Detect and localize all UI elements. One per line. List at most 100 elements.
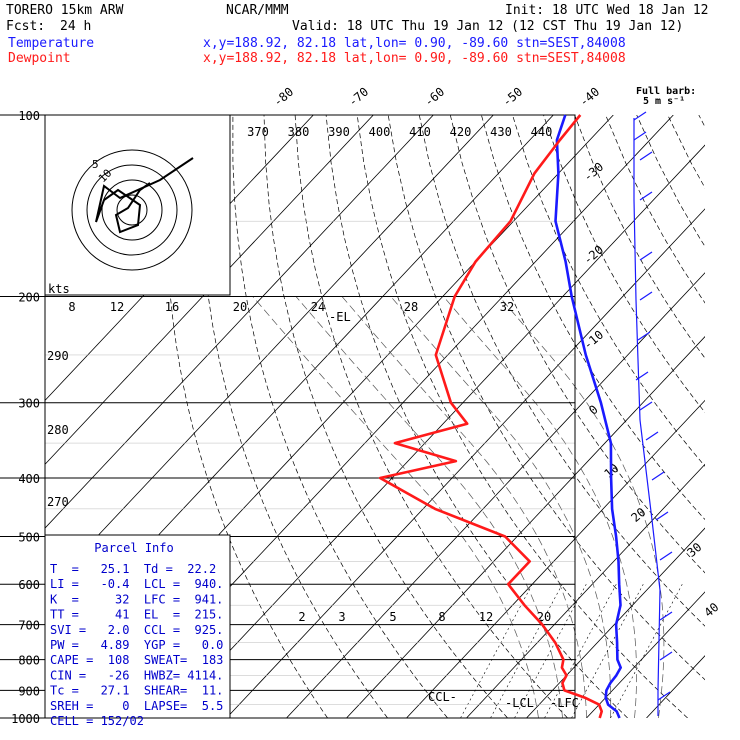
lfc-annotation: -LFC <box>550 696 579 710</box>
isotherm-line <box>166 144 705 718</box>
isotherm-line <box>707 115 740 718</box>
wind-barb <box>639 291 653 301</box>
temperature-tick-label: 0 <box>586 402 601 417</box>
theta-label: 290 <box>47 349 69 363</box>
hodograph-ring <box>101 179 163 241</box>
wind-barb <box>651 471 665 481</box>
hodograph-unit-label: kts <box>48 282 70 296</box>
org-label: NCAR/MMM <box>226 3 289 18</box>
parcel-info-row: CIN = -26 HWBZ= 4114. <box>50 668 223 682</box>
ccl-annotation: CCL- <box>428 690 457 704</box>
fcst-hours: 24 h <box>60 19 91 34</box>
dry-adiabat <box>418 115 705 627</box>
wind-barb <box>633 111 647 121</box>
mixing-ratio-line <box>610 584 683 718</box>
wind-barb <box>655 511 669 521</box>
dewpoint-profile <box>378 114 603 719</box>
hodograph-ring-label: 5 <box>92 158 99 171</box>
theta-label: 280 <box>47 423 69 437</box>
moist-adiabat <box>295 296 563 718</box>
wind-speed-label: 12 <box>110 300 124 314</box>
wind-barb-staff <box>633 118 661 716</box>
temperature-tick-label: -50 <box>500 85 526 110</box>
pressure-tick-label: 700 <box>18 619 40 633</box>
isotherm-line <box>45 115 494 593</box>
theta-e-label: 410 <box>409 125 431 139</box>
wind-barb <box>639 151 653 161</box>
wind-barb <box>639 251 653 261</box>
theta-e-label: 420 <box>450 125 472 139</box>
wind-barb <box>659 611 673 621</box>
temperature-tick-label: -40 <box>577 85 603 110</box>
wind-barb <box>659 651 673 661</box>
barb-legend-line1: Full barb: <box>636 86 696 97</box>
isotherm-line <box>646 655 705 718</box>
theta-e-label: 390 <box>328 125 350 139</box>
wind-speed-label: 24 <box>311 300 325 314</box>
pressure-tick-label: 600 <box>18 578 40 592</box>
temperature-tick-label: -30 <box>581 160 607 185</box>
legend-temperature: Temperature <box>8 36 94 51</box>
parcel-info-title: Parcel Info <box>94 541 173 555</box>
dry-adiabat <box>543 115 705 413</box>
parcel-info-row: SREH = 0 LAPSE= 5.5 <box>50 699 223 713</box>
moist-adiabat <box>443 296 637 718</box>
parcel-info-row: TT = 41 EL = 215. <box>50 608 223 622</box>
wind-barb <box>639 191 653 201</box>
legend-dewpoint: Dewpoint <box>8 51 71 66</box>
dry-adiabat <box>481 115 705 521</box>
mixing-ratio-label: 20 <box>537 610 551 624</box>
wind-barb <box>657 691 671 701</box>
hodograph-ring <box>86 164 178 256</box>
mixing-ratio-line <box>544 584 617 718</box>
parcel-info-row: SVI = 2.0 CCL = 925. <box>50 623 223 637</box>
hodograph-panel <box>44 114 231 296</box>
moist-adiabat <box>341 296 587 718</box>
parcel-info-row: CELL = 152/02 <box>50 714 144 728</box>
isotherm-line <box>226 208 705 718</box>
parcel-info-row: LI = -0.4 LCL = 940. <box>50 577 223 591</box>
pressure-tick-label: 900 <box>18 684 40 698</box>
pressure-tick-label: 500 <box>18 530 40 544</box>
dry-adiabat <box>263 115 508 718</box>
isotherm-line <box>45 115 434 529</box>
parcel-info-row: CAPE = 108 SWEAT= 183 <box>50 653 223 667</box>
parcel-info-row: K = 32 LFC = 941. <box>50 592 223 606</box>
wind-barb <box>637 331 651 341</box>
dry-adiabat <box>730 115 740 718</box>
theta-e-label: 370 <box>247 125 269 139</box>
dry-adiabat <box>387 115 705 681</box>
fcst-label: Fcst: <box>6 19 45 34</box>
isotherm-line <box>466 463 705 718</box>
legend-temperature-info: x,y=188.92, 82.18 lat,lon= 0.90, -89.60 … <box>203 36 626 51</box>
isotherm-line <box>346 336 705 718</box>
isotherm-line <box>406 399 705 718</box>
valid-time: Valid: 18 UTC Thu 19 Jan 12 (12 CST Thu … <box>292 19 683 34</box>
mixing-ratio-line <box>490 584 563 718</box>
plot-frame <box>44 114 576 719</box>
el-annotation: -EL <box>329 310 351 324</box>
model-title: TORERO 15km ARW <box>6 3 124 18</box>
wind-barb <box>639 401 653 411</box>
wind-barb <box>645 431 659 441</box>
theta-label: 270 <box>47 495 69 509</box>
theta-e-label: 380 <box>288 125 310 139</box>
temperature-tick-label: 30 <box>684 540 704 560</box>
mixing-ratio-label: 2 <box>298 610 305 624</box>
moist-adiabat <box>252 296 539 718</box>
temperature-tick-label: 40 <box>701 600 721 620</box>
pressure-tick-label: 400 <box>18 472 40 486</box>
mixing-ratio-label: 12 <box>479 610 493 624</box>
temperature-tick-label: -80 <box>271 85 297 110</box>
wind-barb <box>659 551 673 561</box>
wind-speed-label: 16 <box>165 300 179 314</box>
parcel-info-row: T = 25.1 Td = 22.2 <box>50 562 216 576</box>
dry-adiabat <box>667 115 705 189</box>
dry-adiabat <box>512 115 705 467</box>
mixing-ratio-line <box>514 584 587 718</box>
temperature-tick-label: -60 <box>422 85 448 110</box>
pressure-tick-label: 800 <box>18 654 40 668</box>
temperature-profile <box>554 114 622 719</box>
isotherm-line <box>526 527 705 718</box>
wind-speed-label: 8 <box>68 300 75 314</box>
